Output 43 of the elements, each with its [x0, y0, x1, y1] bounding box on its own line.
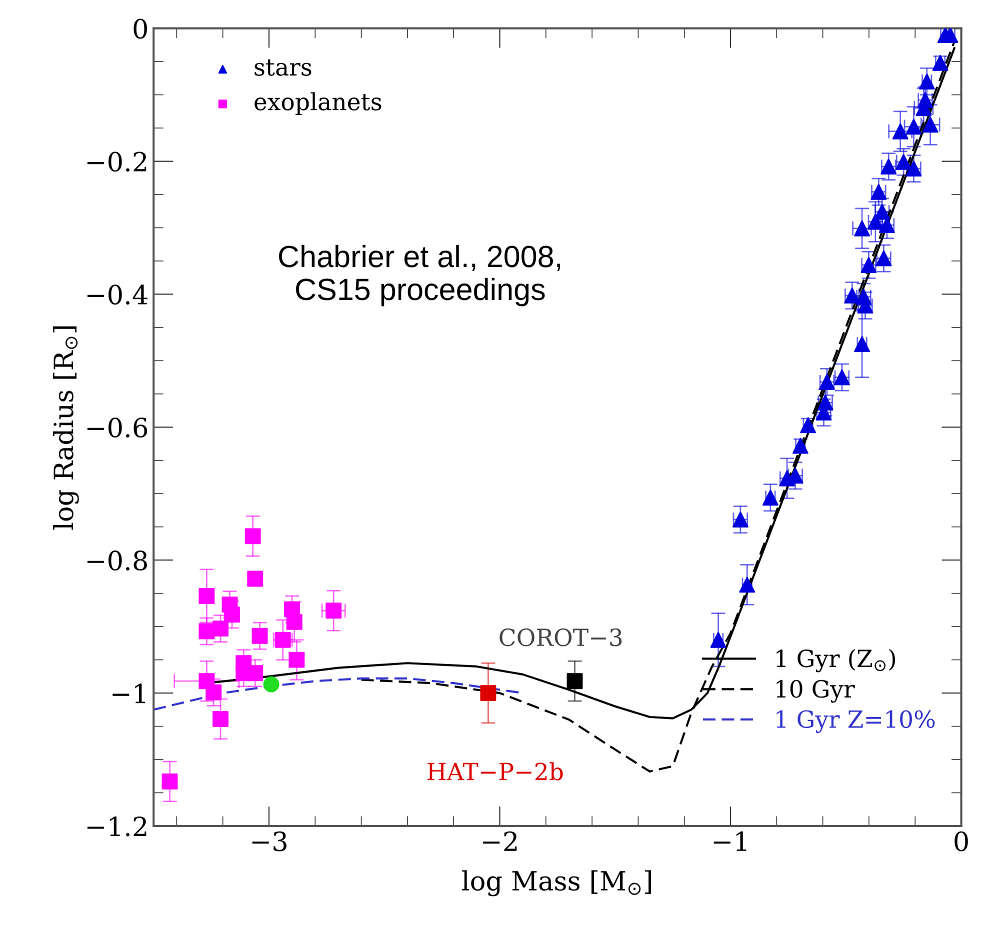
point	[566, 673, 583, 690]
x-tick-label: −1	[714, 831, 746, 851]
point	[326, 602, 342, 619]
legend-label: stars	[254, 59, 312, 76]
x-axis-title: log Mass [M$_{⊙}$]	[462, 870, 652, 896]
x-tick-label: −3	[252, 831, 286, 852]
annotation: HAT−P−2b	[428, 762, 563, 780]
y-tick-label: −1	[112, 683, 145, 704]
y-tick-label: −0.6	[87, 418, 148, 438]
point	[198, 623, 215, 640]
legend-label: 1 Gyr Z=10%	[776, 710, 935, 733]
point	[263, 676, 280, 692]
point	[739, 576, 756, 593]
point	[247, 570, 264, 587]
y-tick-label: 0	[134, 18, 147, 39]
point	[198, 588, 215, 604]
annotation: Chabrier et al., 2008, CS15 proceedings	[279, 244, 560, 306]
y-tick-label: −0.4	[87, 284, 148, 305]
y-tick-label: −0.8	[87, 550, 147, 571]
y-axis-title: log Radius [R$_{⊙}$]	[52, 326, 79, 530]
x-tick-label: 0	[954, 831, 968, 852]
point	[162, 773, 178, 790]
point	[854, 336, 870, 352]
point	[206, 684, 222, 700]
y-tick-label: −1.2	[87, 816, 146, 836]
annotation: COROT−3	[500, 628, 622, 646]
point	[224, 606, 240, 623]
x-tick-label: −2	[483, 831, 517, 851]
legend-label: exoplanets	[254, 92, 382, 116]
point	[480, 685, 496, 702]
point	[286, 614, 302, 630]
point	[762, 490, 778, 506]
point	[244, 528, 261, 544]
point	[288, 652, 305, 668]
point	[792, 438, 808, 454]
point	[252, 628, 268, 644]
legend-label: 10 Gyr	[776, 680, 855, 703]
legend-label: 1 Gyr (Z$_{⊙}$)	[776, 649, 895, 672]
point	[212, 711, 229, 727]
point	[892, 123, 908, 140]
point	[236, 665, 252, 682]
y-tick-label: −0.2	[87, 152, 146, 172]
point	[212, 620, 229, 637]
